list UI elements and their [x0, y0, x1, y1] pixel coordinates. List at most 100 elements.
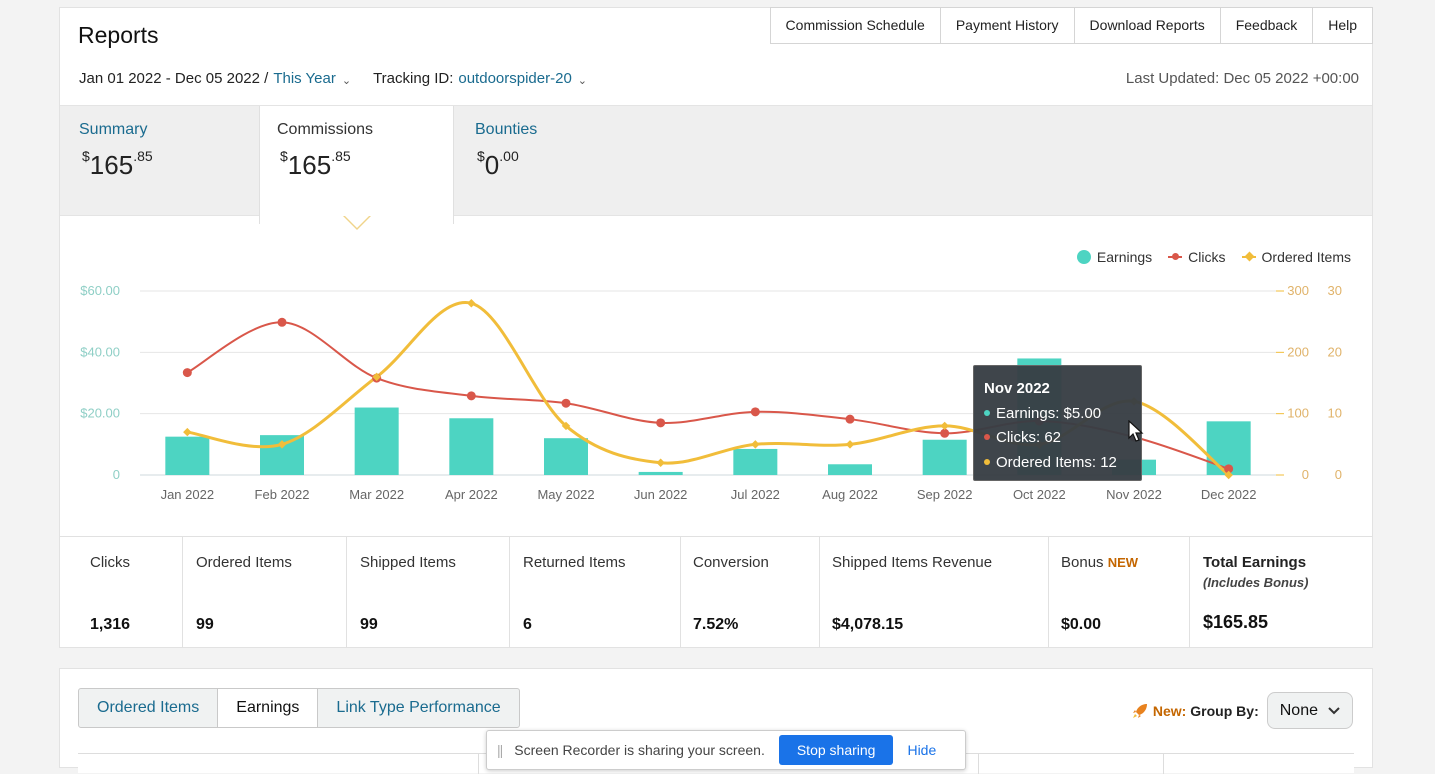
tab-bounties-label: Bounties [475, 121, 538, 138]
earnings-bar [638, 471, 683, 475]
clicks-point [561, 398, 571, 408]
tooltip-title: Nov 2022 [984, 380, 1050, 397]
earnings-bar [449, 418, 494, 475]
ordered-items-point [183, 427, 192, 437]
hide-button[interactable]: Hide [907, 742, 937, 758]
tab-earnings[interactable]: Earnings [217, 689, 318, 727]
group-by-select[interactable]: None [1266, 692, 1353, 729]
metric-label: Shipped Items Revenue [832, 554, 993, 571]
tooltip-earnings: Earnings: $5.00 [984, 402, 1131, 427]
tracking-id-dropdown[interactable]: outdoorspider-20 ⌄ [458, 70, 587, 87]
earnings-swatch [1076, 250, 1091, 264]
metric-label: Clicks [90, 554, 130, 571]
earnings-chart: $60.00 300 30$40.00 200 20$20.00 100 100 0 0Jan … [80, 283, 1342, 502]
legend-earnings[interactable]: Earnings [1076, 249, 1152, 265]
metric-bonus: Bonus NEW $0.00 [1048, 537, 1189, 648]
clicks-point [1224, 464, 1234, 474]
detail-tabs: Ordered Items Earnings Link Type Perform… [78, 688, 520, 728]
last-updated: Last Updated: Dec 05 2022 +00:00 [1125, 70, 1359, 87]
download-reports-link[interactable]: Download Reports [1073, 8, 1220, 43]
clicks-point [750, 407, 760, 417]
clicks-point [466, 391, 476, 401]
metric-total-earnings: Total Earnings (Includes Bonus) $165.85 [1189, 537, 1372, 648]
ordered-items-point [845, 440, 855, 449]
legend-clicks[interactable]: Clicks [1168, 249, 1226, 265]
share-message: Screen Recorder is sharing your screen. [514, 742, 765, 758]
clicks-point [182, 368, 192, 378]
payment-history-link[interactable]: Payment History [939, 8, 1074, 43]
ordered-items-point [751, 440, 760, 449]
metric-value: 7.52% [693, 616, 739, 633]
tab-ordered-items[interactable]: Ordered Items [97, 699, 200, 716]
y-left-tick-label: 0 [113, 467, 120, 482]
earnings-bar [828, 464, 872, 475]
earnings-bar [354, 407, 399, 475]
range-preset-dropdown[interactable]: This Year ⌄ [273, 70, 351, 87]
page-title: Reports [78, 22, 159, 48]
metric-label: Total Earnings (Includes Bonus) [1203, 554, 1309, 590]
chevron-down-icon: ⌄ [341, 75, 352, 87]
chart-tooltip: Nov 2022 Earnings: $5.00 Clicks: 62 Orde… [973, 365, 1142, 481]
date-row: Jan 01 2022 - Dec 05 2022 / This Year ⌄ T… [79, 70, 587, 87]
drag-handle-icon[interactable]: || [497, 742, 503, 758]
chevron-down-icon [1328, 706, 1340, 714]
feedback-link[interactable]: Feedback [1219, 8, 1312, 43]
legend-ordered-items[interactable]: Ordered Items [1241, 249, 1351, 265]
ordered-items-point [940, 421, 949, 431]
tab-bounties[interactable]: Bounties $0.00 [455, 106, 635, 217]
chart-legend: Earnings Clicks Ordered Items [1076, 249, 1351, 265]
tab-commissions-label: Commissions [277, 121, 374, 138]
group-by-new-label: New: [1152, 702, 1187, 719]
metric-returned-items: Returned Items 6 [509, 537, 680, 648]
tab-summary[interactable]: Summary $165.85 [60, 106, 259, 217]
metric-value: 99 [360, 616, 378, 633]
group-by-label: Group By: [1190, 702, 1259, 719]
metrics-row: Clicks 1,316 Ordered Items 99 Shipped It… [60, 536, 1372, 648]
stop-sharing-button[interactable]: Stop sharing [778, 735, 894, 765]
y-left-tick-label: $40.00 [80, 344, 120, 359]
tab-summary-label: Summary [79, 121, 148, 138]
metric-sublabel: (Includes Bonus) [1203, 575, 1309, 590]
y-right-clicks-tick-label: 0 [1302, 467, 1309, 482]
help-link[interactable]: Help [1312, 8, 1372, 43]
tracking-id: outdoorspider-20 [458, 70, 572, 87]
tab-link-type-performance[interactable]: Link Type Performance [317, 689, 518, 727]
metric-value: 99 [196, 616, 214, 633]
x-tick-label: Jun 2022 [634, 487, 688, 502]
y-right-clicks-tick-label: 200 [1287, 344, 1309, 359]
active-tab-pointer [343, 215, 371, 230]
x-tick-label: Apr 2022 [445, 487, 498, 502]
x-tick-label: Nov 2022 [1106, 487, 1162, 502]
y-left-tick-label: $20.00 [80, 406, 120, 421]
x-tick-label: Oct 2022 [1013, 487, 1066, 502]
commission-schedule-link[interactable]: Commission Schedule [785, 17, 925, 33]
clicks-point [845, 414, 855, 424]
clicks-point [656, 418, 666, 428]
y-right-ordered-tick-label: 30 [1328, 283, 1342, 298]
metric-value: $4,078.15 [832, 616, 904, 633]
tab-bounties-amount: $0.00 [477, 148, 519, 180]
range-preset-label: This Year [273, 70, 336, 87]
screen-share-bar: || Screen Recorder is sharing your scree… [486, 730, 966, 770]
chevron-down-icon: ⌄ [577, 75, 588, 87]
mouse-cursor-icon [1128, 420, 1144, 442]
metric-label: Conversion [693, 554, 769, 571]
metric-label: Returned Items [523, 554, 626, 571]
tab-commissions[interactable]: Commissions $165.85 [259, 106, 454, 224]
date-range: Jan 01 2022 - Dec 05 2022 / [79, 70, 269, 87]
tracking-label: Tracking ID: [373, 70, 454, 87]
metric-value: $0.00 [1061, 616, 1102, 633]
y-right-clicks-tick-label: 100 [1287, 406, 1309, 421]
top-links: Commission Schedule Payment History Down… [769, 7, 1373, 44]
ordered-items-point [656, 458, 665, 467]
metric-ordered-items: Ordered Items 99 [182, 537, 346, 648]
clicks-point [277, 317, 287, 327]
y-right-clicks-tick-label: 300 [1287, 283, 1309, 298]
ordered-items-point [277, 440, 287, 449]
x-tick-label: Dec 2022 [1201, 487, 1257, 502]
metric-value: $165.85 [1203, 612, 1269, 632]
clicks-swatch [1168, 253, 1183, 260]
x-tick-label: May 2022 [537, 487, 594, 502]
tooltip-ordered-items: Ordered Items: 12 [984, 451, 1131, 476]
x-tick-label: Mar 2022 [349, 487, 404, 502]
